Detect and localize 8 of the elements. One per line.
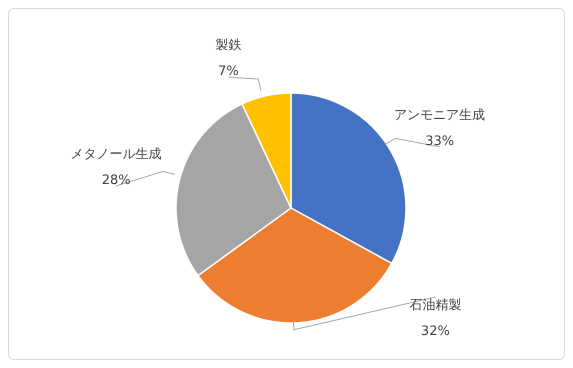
data-label: 28% <box>102 172 131 188</box>
slice-label: 石油精製 <box>409 298 462 313</box>
slice-label: アンモニア生成 <box>394 108 486 123</box>
slice-label: メタノール生成 <box>70 146 162 162</box>
data-label: 7% <box>218 64 239 80</box>
data-label: 33% <box>425 134 454 149</box>
slice-label: 製鉄 <box>215 38 242 54</box>
data-label: 32% <box>420 324 450 339</box>
